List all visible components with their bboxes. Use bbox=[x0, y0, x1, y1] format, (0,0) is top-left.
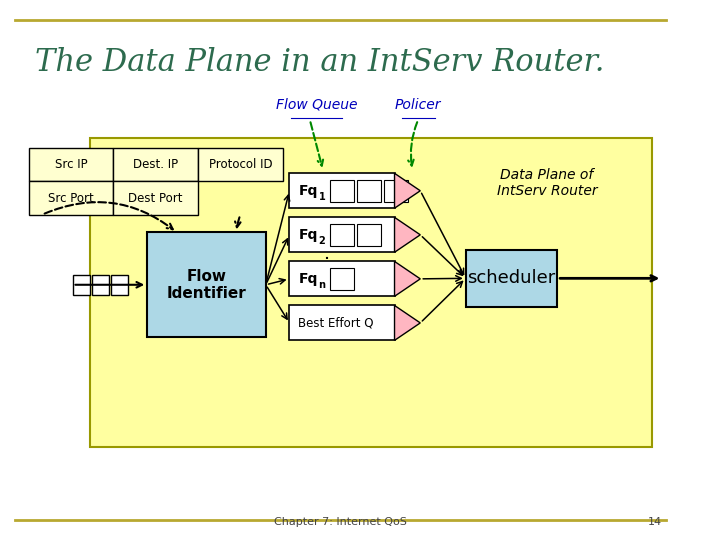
Bar bbox=[113, 148, 198, 181]
Text: The Data Plane in an IntServ Router.: The Data Plane in an IntServ Router. bbox=[35, 47, 605, 78]
Bar bbox=[110, 275, 128, 295]
Text: Src Port: Src Port bbox=[48, 192, 94, 205]
Bar bbox=[91, 275, 109, 295]
Bar bbox=[198, 148, 283, 181]
Text: Fq: Fq bbox=[298, 272, 318, 286]
Polygon shape bbox=[395, 173, 420, 208]
Bar bbox=[330, 268, 354, 289]
Polygon shape bbox=[395, 306, 420, 340]
Text: 2: 2 bbox=[319, 236, 325, 246]
Bar bbox=[357, 224, 381, 246]
Text: Dest. IP: Dest. IP bbox=[133, 158, 178, 171]
Polygon shape bbox=[395, 261, 420, 296]
Text: Best Effort Q: Best Effort Q bbox=[298, 316, 374, 329]
Text: scheduler: scheduler bbox=[467, 269, 556, 287]
Text: Fq: Fq bbox=[298, 228, 318, 242]
Text: Flow
Identifier: Flow Identifier bbox=[166, 268, 246, 301]
Text: n: n bbox=[319, 280, 325, 290]
Text: Protocol ID: Protocol ID bbox=[209, 158, 272, 171]
Text: Policer: Policer bbox=[395, 98, 441, 112]
Bar bbox=[289, 306, 395, 340]
Bar bbox=[289, 261, 395, 296]
Text: Data Plane of
IntServ Router: Data Plane of IntServ Router bbox=[497, 168, 598, 198]
Bar bbox=[466, 250, 557, 307]
Bar bbox=[289, 173, 395, 208]
Bar bbox=[357, 180, 381, 201]
Text: Dest Port: Dest Port bbox=[128, 192, 183, 205]
Bar bbox=[29, 148, 113, 181]
Bar bbox=[289, 218, 395, 252]
Bar bbox=[330, 224, 354, 246]
Text: 14: 14 bbox=[648, 517, 662, 527]
Bar bbox=[384, 180, 408, 201]
Polygon shape bbox=[395, 218, 420, 252]
Bar bbox=[73, 275, 90, 295]
Bar bbox=[330, 180, 354, 201]
Text: Chapter 7: Internet QoS: Chapter 7: Internet QoS bbox=[274, 517, 407, 527]
Bar bbox=[29, 181, 113, 215]
Text: 1: 1 bbox=[319, 192, 325, 202]
Text: Flow Queue: Flow Queue bbox=[276, 98, 357, 112]
Bar bbox=[89, 138, 652, 447]
Bar bbox=[147, 232, 266, 337]
Text: Fq: Fq bbox=[298, 184, 318, 198]
Bar bbox=[113, 181, 198, 215]
Text: Src IP: Src IP bbox=[55, 158, 87, 171]
